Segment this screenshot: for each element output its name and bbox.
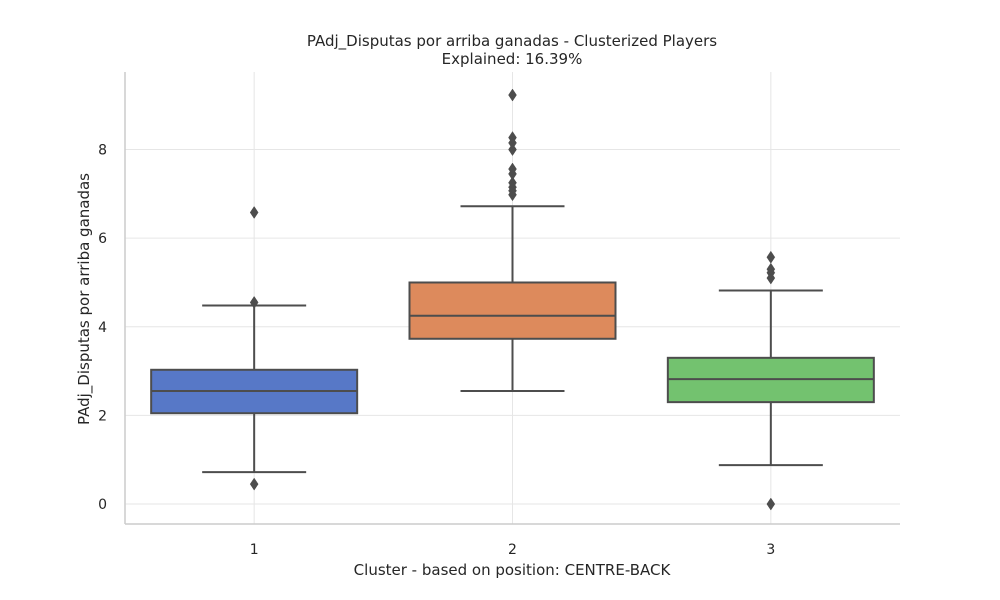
box-group-2 — [408, 88, 617, 393]
chart-title: PAdj_Disputas por arriba ganadas - Clust… — [307, 32, 717, 51]
x-axis-label: Cluster - based on position: CENTRE-BACK — [354, 561, 672, 579]
outlier-point — [508, 162, 517, 176]
box-group-3 — [666, 250, 875, 511]
axes: 0 2 4 6 8 1 2 3 — [98, 72, 900, 558]
outlier-point — [508, 88, 517, 102]
outlier-point — [508, 143, 517, 156]
outlier-point — [508, 176, 517, 190]
y-tick-label: 2 — [98, 408, 107, 424]
outlier-point — [249, 477, 259, 491]
box-rect — [408, 281, 617, 340]
y-tick-label: 8 — [98, 143, 107, 159]
box-group-1 — [150, 206, 359, 491]
outlier-point — [249, 295, 259, 309]
x-tick-label: 3 — [766, 542, 775, 558]
chart-subtitle: Explained: 16.39% — [442, 50, 583, 68]
x-tick-label: 2 — [508, 542, 517, 558]
outlier-point — [508, 131, 517, 145]
x-tick-label: 1 — [250, 542, 259, 558]
y-tick-label: 6 — [98, 231, 107, 247]
boxes — [150, 88, 875, 511]
y-axis-label: PAdj_Disputas por arriba ganadas — [75, 173, 94, 425]
y-tick-label: 4 — [98, 320, 107, 336]
y-tick-label: 0 — [98, 497, 107, 513]
outlier-point — [766, 262, 776, 276]
outlier-point — [766, 497, 776, 511]
outlier-point — [249, 206, 259, 219]
outlier-point — [766, 250, 776, 264]
